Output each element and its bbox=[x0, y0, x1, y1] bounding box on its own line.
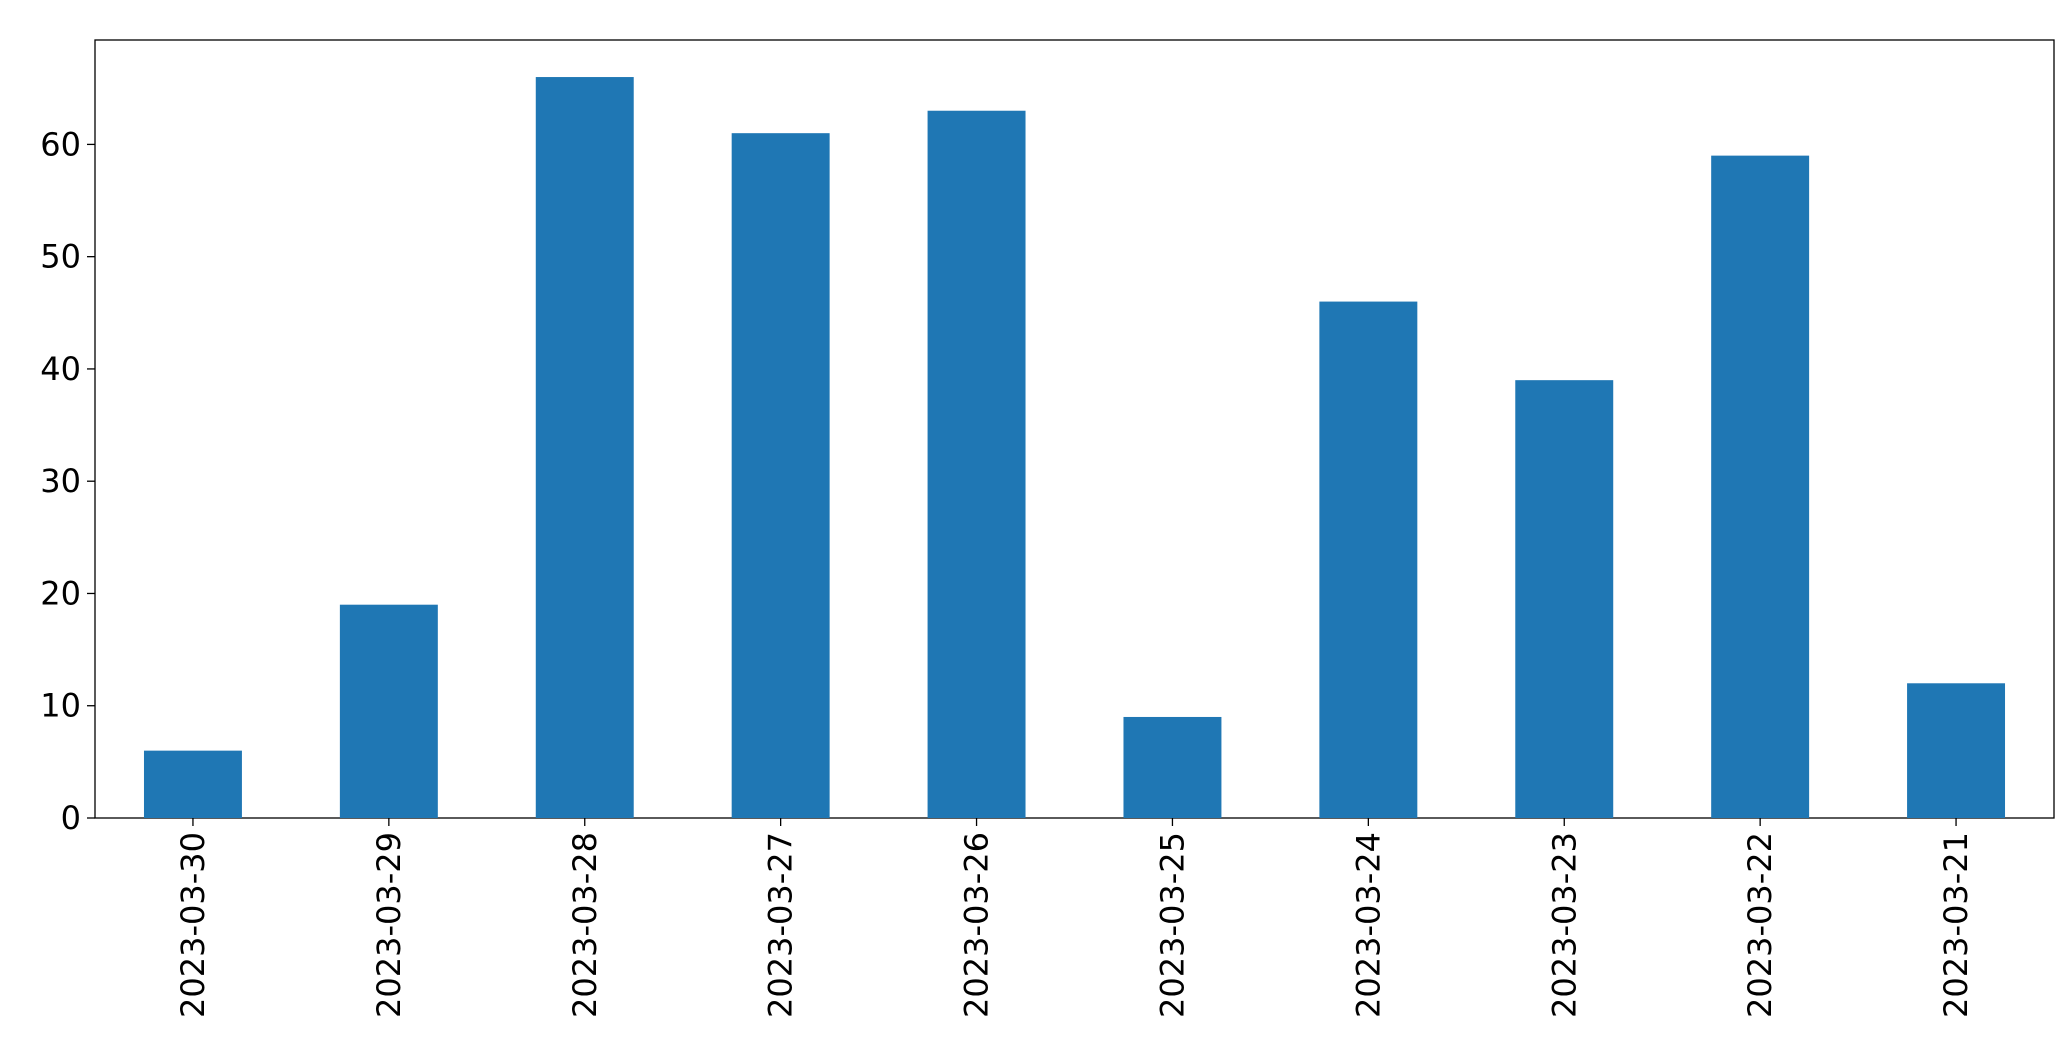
y-tick-label: 30 bbox=[40, 462, 81, 500]
bar bbox=[1319, 301, 1418, 819]
y-tick-label: 20 bbox=[40, 574, 81, 612]
x-tick-label: 2023-03-30 bbox=[174, 832, 212, 1018]
bar bbox=[731, 133, 830, 819]
x-tick-label: 2023-03-21 bbox=[1937, 832, 1975, 1018]
y-tick-label: 60 bbox=[40, 125, 81, 163]
bar bbox=[1711, 155, 1810, 818]
x-tick-label: 2023-03-27 bbox=[762, 832, 800, 1018]
y-tick-label: 10 bbox=[40, 687, 81, 725]
bar bbox=[1123, 716, 1222, 818]
y-tick-label: 40 bbox=[40, 350, 81, 388]
bar bbox=[1907, 683, 2006, 818]
bar bbox=[339, 604, 438, 818]
bar bbox=[1515, 380, 1614, 818]
x-tick-label: 2023-03-23 bbox=[1545, 832, 1583, 1018]
y-tick-label: 50 bbox=[40, 238, 81, 276]
x-tick-label: 2023-03-26 bbox=[958, 832, 996, 1018]
x-tick-label: 2023-03-25 bbox=[1153, 832, 1191, 1018]
plot-frame bbox=[94, 39, 2055, 819]
x-tick-label: 2023-03-22 bbox=[1741, 832, 1779, 1018]
bar bbox=[927, 110, 1026, 818]
bar bbox=[143, 750, 242, 818]
x-tick-label: 2023-03-24 bbox=[1349, 832, 1387, 1018]
y-tick-label: 0 bbox=[61, 799, 81, 837]
bar bbox=[535, 77, 634, 819]
x-tick-label: 2023-03-28 bbox=[566, 832, 604, 1018]
x-tick-label: 2023-03-29 bbox=[370, 832, 408, 1018]
